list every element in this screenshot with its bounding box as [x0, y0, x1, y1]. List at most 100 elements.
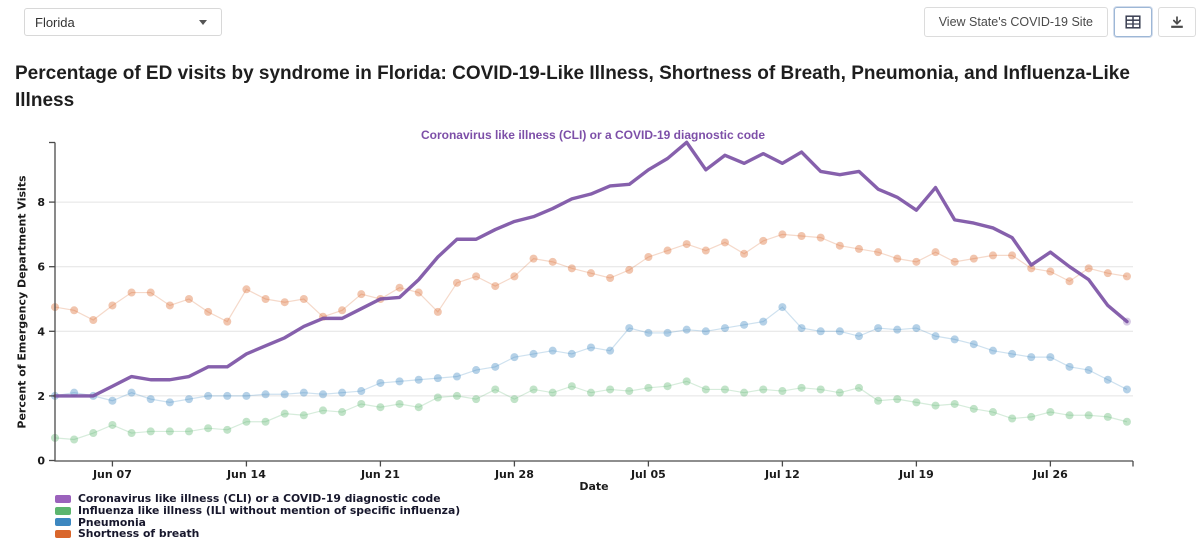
- page-title: Percentage of ED visits by syndrome in F…: [15, 63, 1130, 111]
- data-point: [127, 288, 136, 297]
- data-point: [299, 388, 308, 397]
- data-point: [586, 388, 595, 397]
- data-point: [835, 388, 844, 397]
- data-point: [491, 362, 500, 371]
- y-tick-label: 4: [37, 325, 45, 338]
- data-point: [969, 254, 978, 263]
- data-point: [1008, 251, 1017, 260]
- data-point: [548, 346, 557, 355]
- data-point: [969, 340, 978, 349]
- data-point: [261, 417, 270, 426]
- download-button[interactable]: [1158, 7, 1196, 37]
- data-point: [165, 301, 174, 310]
- data-point: [740, 320, 749, 329]
- data-point: [778, 303, 787, 312]
- table-view-button[interactable]: [1114, 7, 1152, 37]
- data-point: [146, 395, 155, 404]
- data-point: [1084, 411, 1093, 420]
- data-point: [759, 385, 768, 394]
- data-point: [318, 406, 327, 415]
- data-point: [491, 385, 500, 394]
- data-point: [816, 233, 825, 242]
- view-state-site-button[interactable]: View State's COVID-19 Site: [923, 7, 1108, 37]
- trend-line: [53, 140, 1129, 398]
- data-point: [280, 298, 289, 307]
- axes: [54, 142, 1133, 462]
- data-point: [1103, 269, 1112, 278]
- data-point: [778, 387, 787, 396]
- data-point: [931, 332, 940, 341]
- data-point: [797, 232, 806, 241]
- data-point: [395, 283, 404, 292]
- legend-item: Shortness of breath: [55, 528, 460, 540]
- table-icon: [1125, 15, 1141, 29]
- state-selector[interactable]: Florida: [24, 8, 222, 36]
- data-point: [1027, 353, 1036, 362]
- data-point: [529, 385, 538, 394]
- data-point: [606, 274, 615, 283]
- data-point: [204, 307, 213, 316]
- data-point: [759, 236, 768, 245]
- data-point: [127, 388, 136, 397]
- data-point: [1065, 277, 1074, 286]
- data-point: [1122, 385, 1131, 394]
- data-point: [1008, 414, 1017, 423]
- data-point: [567, 264, 576, 273]
- data-point: [931, 401, 940, 410]
- data-point: [510, 395, 519, 404]
- data-point: [261, 295, 270, 303]
- data-point: [1084, 366, 1093, 375]
- data-point: [797, 383, 806, 392]
- data-point: [70, 306, 79, 315]
- data-point: [835, 327, 844, 336]
- data-point: [682, 325, 691, 334]
- data-point: [1084, 264, 1093, 273]
- x-axis-label: Date: [579, 480, 609, 493]
- data-point: [625, 265, 634, 274]
- data-point: [950, 257, 959, 266]
- data-point: [644, 383, 653, 392]
- data-point: [1122, 417, 1131, 426]
- data-point: [376, 378, 385, 387]
- data-point: [874, 396, 883, 405]
- data-point: [701, 327, 710, 336]
- data-point: [204, 424, 213, 433]
- data-point: [223, 317, 232, 326]
- data-point: [816, 327, 825, 336]
- data-point: [1008, 349, 1017, 358]
- data-point: [146, 427, 155, 436]
- data-point: [606, 385, 615, 394]
- data-point: [280, 390, 289, 399]
- data-point: [299, 411, 308, 420]
- data-point: [778, 230, 787, 239]
- data-point: [1122, 272, 1131, 281]
- data-point: [893, 254, 902, 263]
- data-point: [491, 282, 500, 291]
- x-tick-label: Jul 12: [764, 468, 800, 481]
- data-point: [663, 246, 672, 255]
- data-point: [414, 375, 423, 384]
- data-point: [816, 385, 825, 394]
- data-point: [414, 403, 423, 412]
- series-annotation: Coronavirus like illness (CLI) or a COVI…: [420, 128, 766, 142]
- data-point: [165, 398, 174, 407]
- data-point: [184, 427, 193, 436]
- data-point: [472, 272, 481, 281]
- x-tick-label: Jun 07: [92, 468, 132, 481]
- x-tick-label: Jun 14: [226, 468, 266, 481]
- data-point: [395, 377, 404, 386]
- data-point: [644, 328, 653, 337]
- data-point: [472, 395, 481, 404]
- data-point: [759, 317, 768, 326]
- data-point: [854, 383, 863, 392]
- x-tick-label: Jun 28: [494, 468, 534, 481]
- data-point: [242, 417, 251, 426]
- legend-label: Pneumonia: [78, 515, 146, 529]
- data-point: [644, 253, 653, 262]
- data-point: [357, 399, 366, 408]
- data-point: [280, 409, 289, 418]
- data-point: [969, 404, 978, 413]
- data-point: [720, 324, 729, 333]
- legend-item: Coronavirus like illness (CLI) or a COVI…: [55, 493, 460, 505]
- data-point: [510, 353, 519, 362]
